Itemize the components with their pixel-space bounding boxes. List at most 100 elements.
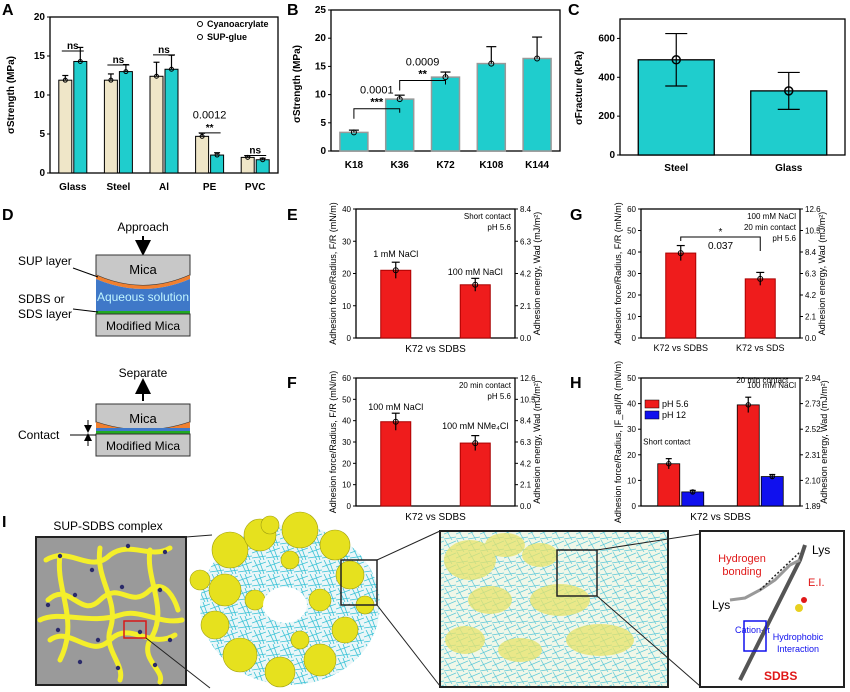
separate-label: Separate (119, 366, 168, 380)
bar (103, 79, 118, 174)
x-tick-label: PE (203, 182, 217, 193)
zoom-box-3 (556, 549, 598, 597)
y2-tick-label: 12.6 (520, 374, 536, 383)
y-tick-label: 60 (627, 205, 636, 214)
x-tick-label: PVC (245, 182, 266, 193)
modified-mica-2-label: Modified Mica (106, 439, 180, 453)
y2-tick-label: 2.52 (805, 425, 821, 434)
data-point (666, 461, 672, 467)
y2-tick-label: 10.5 (805, 227, 821, 236)
y-tick-label: 20 (34, 12, 46, 23)
cation-pi-label: Cation-π (735, 625, 770, 635)
y2-tick-label: 6.3 (520, 237, 532, 246)
ei-label: E.I. (808, 577, 825, 589)
y2-tick-label: 2.1 (520, 481, 532, 490)
interaction-detail (699, 530, 845, 688)
y-tick-label: 600 (598, 33, 615, 44)
y-tick-label: 30 (627, 270, 636, 279)
chart-a: 0 5 10 15 20 σStrength (MPa) Glass Steel Al PE PVC… (6, 12, 279, 193)
data-point (671, 55, 681, 65)
legend-marker (197, 34, 203, 40)
molecular-cluster (189, 511, 441, 688)
x-tick-label: K108 (479, 160, 503, 171)
bar (118, 71, 133, 174)
bar-label: 1 mM NaCl (373, 249, 418, 259)
y-tick-label: 200 (598, 111, 615, 122)
legend-swatch (644, 399, 660, 409)
data-point (396, 96, 403, 103)
lys-label-2: Lys (712, 598, 730, 612)
annotation: 0.0012 (193, 109, 227, 121)
data-point (392, 267, 399, 274)
y2-tick-label: 2.1 (520, 302, 532, 311)
contact-label: Contact (18, 428, 60, 442)
bar (58, 79, 73, 174)
data-point (77, 58, 83, 64)
data-point (154, 73, 159, 79)
data-point (769, 473, 775, 480)
x-tick-label: K18 (345, 160, 364, 171)
panel-label-i: I (2, 514, 6, 531)
data-point (260, 157, 266, 163)
axis-label: σStrength (MPa) (292, 45, 303, 123)
axis-label: Adhesion force/Radius, F/R (mN/m) (328, 371, 338, 514)
plot-frame (640, 377, 801, 507)
y-tick-label: 10 (342, 481, 351, 490)
data-point (472, 440, 479, 447)
data-point (677, 250, 684, 257)
axis-label: Adhesion energy, Wad (mJ/m²) (532, 212, 542, 336)
y-tick-label: 40 (627, 248, 636, 257)
bar (476, 62, 507, 152)
x-tick-label: Steel (106, 182, 130, 193)
y2-tick-label: 10.5 (520, 395, 536, 404)
y-tick-label: 50 (627, 374, 636, 383)
axis-label: Adhesion energy, Wad (mJ/m²) (817, 212, 827, 336)
sup-sdbs-title: SUP-SDBS complex (53, 519, 162, 533)
hbond-label-2: bonding (722, 566, 761, 578)
x-tick-label: K72 vs SDBS (653, 343, 708, 353)
y-tick-label: 40 (342, 205, 351, 214)
modified-mica-bottom-2 (95, 433, 191, 457)
significance-stars: * (719, 227, 723, 238)
chart-g: 0 0.010 2.120 4.230 6.340 8.450 10.560 12.6Adhe… (613, 202, 827, 353)
y2-tick-label: 1.89 (805, 502, 821, 511)
condition-note: pH 5.6 (487, 392, 511, 401)
x-axis-label: K72 vs SDBS (405, 512, 466, 523)
bar-label: 100 mM NaCl (368, 402, 423, 412)
y2-tick-label: 4.2 (805, 291, 817, 300)
bar (380, 421, 412, 507)
y-tick-label: 20 (342, 270, 351, 279)
y-tick-label: 0 (39, 168, 45, 179)
y2-tick-label: 8.4 (520, 205, 532, 214)
y-tick-label: 15 (315, 61, 327, 72)
cation-pi-box (743, 620, 767, 652)
p-value: 0.0001 (360, 85, 394, 97)
legend-label: Cyanoacrylate (207, 19, 269, 29)
y2-tick-label: 2.31 (805, 451, 821, 460)
axis-label: Adhesion energy, Wad (mJ/m²) (819, 380, 829, 504)
bar (657, 463, 681, 507)
data-point (534, 55, 541, 62)
y-tick-label: 0 (347, 334, 352, 343)
condition-note: pH 5.6 (487, 223, 511, 232)
legend-label: SUP-glue (207, 32, 247, 42)
bar (164, 68, 179, 174)
aqueous-region (96, 279, 190, 311)
y2-tick-label: 2.94 (805, 374, 821, 383)
data-point (123, 69, 129, 75)
y-tick-label: 10 (627, 313, 636, 322)
y-tick-label: 400 (598, 72, 615, 83)
sdbs-layer-label-2: SDS layer (18, 307, 72, 321)
bar (149, 75, 164, 174)
panel-label-g: G (570, 207, 582, 224)
modified-mica-bottom (95, 313, 191, 337)
data-point (472, 281, 479, 288)
data-point (442, 74, 449, 81)
y-tick-label: 20 (342, 459, 351, 468)
x-tick-label: K144 (525, 160, 549, 171)
panel-label-e: E (287, 207, 298, 224)
y-tick-label: 0 (609, 150, 615, 161)
axis-label: σStrength (MPa) (6, 56, 17, 134)
lys-label-1: Lys (812, 543, 830, 557)
bar (760, 476, 784, 507)
